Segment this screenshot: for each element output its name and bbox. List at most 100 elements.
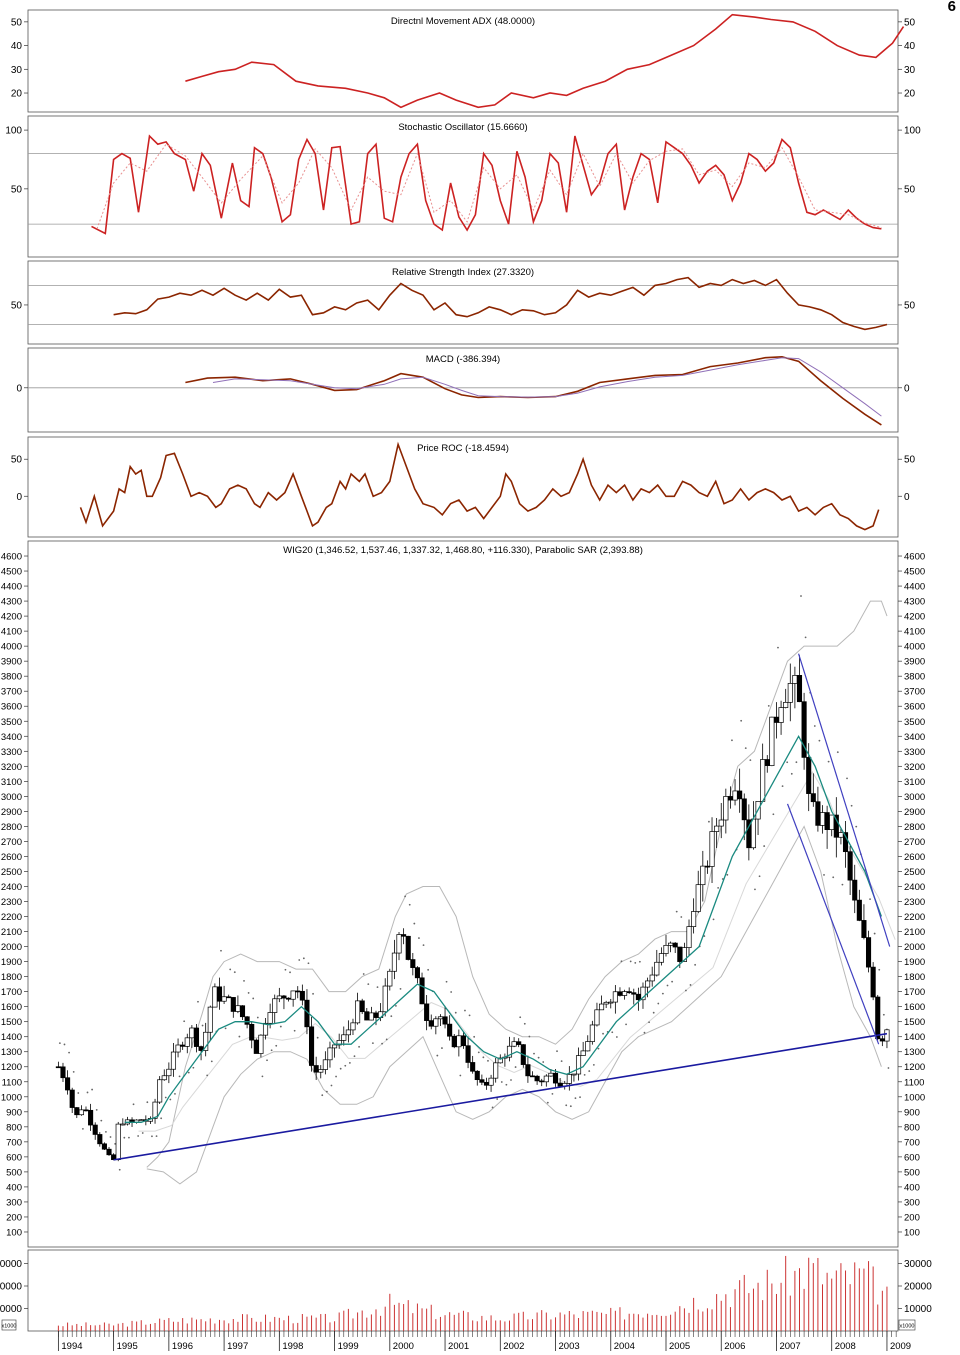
y-tick-label-right: 3800 — [904, 672, 925, 683]
sar-dot — [266, 1059, 268, 1062]
y-tick-label-right: 2300 — [904, 897, 925, 908]
y-tick-label-left: 1100 — [2, 1077, 22, 1088]
sar-dot — [385, 1038, 388, 1041]
sar-dot — [620, 960, 623, 963]
y-tick-label-right: 30000 — [904, 1259, 932, 1270]
sar-dot — [155, 1135, 158, 1138]
candle-body — [539, 1080, 545, 1083]
sar-dot — [767, 704, 770, 707]
candle-body — [645, 980, 651, 988]
sar-dot — [169, 1098, 172, 1101]
sar-dot — [164, 1096, 167, 1099]
sar-dot — [694, 963, 697, 966]
sar-dot — [58, 1042, 61, 1045]
y-tick-label-right: 2800 — [904, 822, 925, 833]
candle-body — [189, 1027, 195, 1039]
sar-dot — [850, 804, 853, 807]
candle-body — [792, 675, 798, 684]
indicator-series-line — [212, 357, 882, 417]
y-tick-label-left: 1900 — [1, 957, 22, 968]
candle-body — [405, 935, 411, 960]
candle-body — [483, 1081, 490, 1086]
y-tick-label-left: 2800 — [1, 822, 22, 833]
y-tick-label-right: 2200 — [904, 912, 925, 923]
sar-dot — [123, 1136, 126, 1139]
candle-body — [819, 812, 826, 826]
y-tick-label-right: 0 — [904, 383, 910, 394]
candle-body — [175, 1044, 181, 1053]
candle-body — [842, 832, 849, 853]
candle-body — [529, 1075, 536, 1078]
y-tick-label-right: 1700 — [904, 987, 925, 998]
candle-body — [764, 759, 770, 766]
candle-body — [566, 1074, 572, 1084]
candle-body — [401, 934, 407, 937]
sar-dot — [813, 725, 816, 727]
sar-dot — [523, 1022, 526, 1025]
sar-dot — [542, 1061, 545, 1063]
y-tick-label-left: 0 — [16, 383, 22, 394]
candle-body — [884, 1029, 890, 1042]
y-tick-label-left: 20 — [11, 89, 23, 100]
sar-dot — [740, 719, 743, 722]
y-tick-label-right: 3600 — [904, 702, 925, 713]
sar-dot — [243, 980, 245, 982]
sar-dot — [247, 992, 250, 994]
candle-body — [718, 819, 724, 827]
candle-body — [847, 851, 853, 881]
sar-dot — [565, 1104, 568, 1107]
candle-body — [571, 1073, 577, 1076]
sar-dot — [445, 980, 448, 983]
indicator-title: Price ROC (-18.4594) — [417, 443, 509, 454]
y-tick-label-left: 50 — [11, 17, 23, 28]
sar-dot — [279, 1025, 282, 1028]
sar-dot — [487, 1059, 489, 1062]
bollinger-lower-line — [146, 825, 882, 1185]
sar-dot — [321, 1094, 324, 1097]
y-tick-label-right: 3400 — [904, 732, 925, 743]
sar-dot — [772, 813, 775, 816]
candle-body — [221, 996, 227, 1002]
sar-dot — [302, 957, 305, 960]
y-tick-label-left: 2500 — [1, 867, 22, 878]
y-tick-label-right: 3300 — [904, 747, 925, 758]
candle-body — [801, 701, 807, 758]
y-tick-label-left: 1500 — [1, 1017, 22, 1028]
y-tick-label-right: 400 — [904, 1182, 920, 1193]
y-tick-label-left: 10000 — [0, 1304, 22, 1315]
candle-body — [276, 995, 282, 1000]
sar-dot — [638, 960, 641, 963]
sar-dot — [602, 1032, 604, 1035]
candle-body — [230, 997, 236, 1012]
y-tick-label-left: 2400 — [1, 882, 22, 893]
y-tick-label-right: 1800 — [904, 972, 925, 983]
y-tick-label-left: 3700 — [1, 687, 22, 698]
sar-dot — [422, 944, 425, 947]
sar-dot — [348, 1062, 351, 1064]
panel-frame — [27, 115, 899, 258]
y-tick-label-right: 100 — [904, 1227, 920, 1238]
y-tick-label-left: 1300 — [1, 1047, 22, 1058]
y-tick-label-left: 40 — [11, 41, 23, 52]
volume-unit-label-left: x1000 — [2, 1324, 17, 1330]
candle-body — [226, 996, 232, 999]
y-tick-label-left: 4000 — [1, 642, 22, 653]
sar-dot — [836, 751, 839, 754]
candle-body — [534, 1075, 540, 1082]
candle-body — [608, 1001, 614, 1004]
y-tick-label-left: 3400 — [1, 732, 22, 743]
sar-dot — [468, 1014, 471, 1017]
sar-dot — [832, 876, 835, 879]
sar-dot — [496, 1098, 499, 1100]
x-year-label: 2003 — [559, 1341, 580, 1352]
y-tick-label-right: 2900 — [904, 807, 925, 818]
candle-body — [778, 707, 784, 723]
candle-body — [285, 997, 292, 1000]
sar-dot — [151, 1135, 153, 1138]
x-year-label: 1994 — [61, 1341, 82, 1352]
x-year-label: 2004 — [614, 1341, 635, 1352]
indicator-series-line — [113, 276, 888, 331]
sar-dot — [459, 1074, 462, 1077]
sar-dot — [519, 1016, 522, 1019]
price-title: WIG20 (1,346.52, 1,537.46, 1,337.32, 1,4… — [283, 545, 643, 556]
